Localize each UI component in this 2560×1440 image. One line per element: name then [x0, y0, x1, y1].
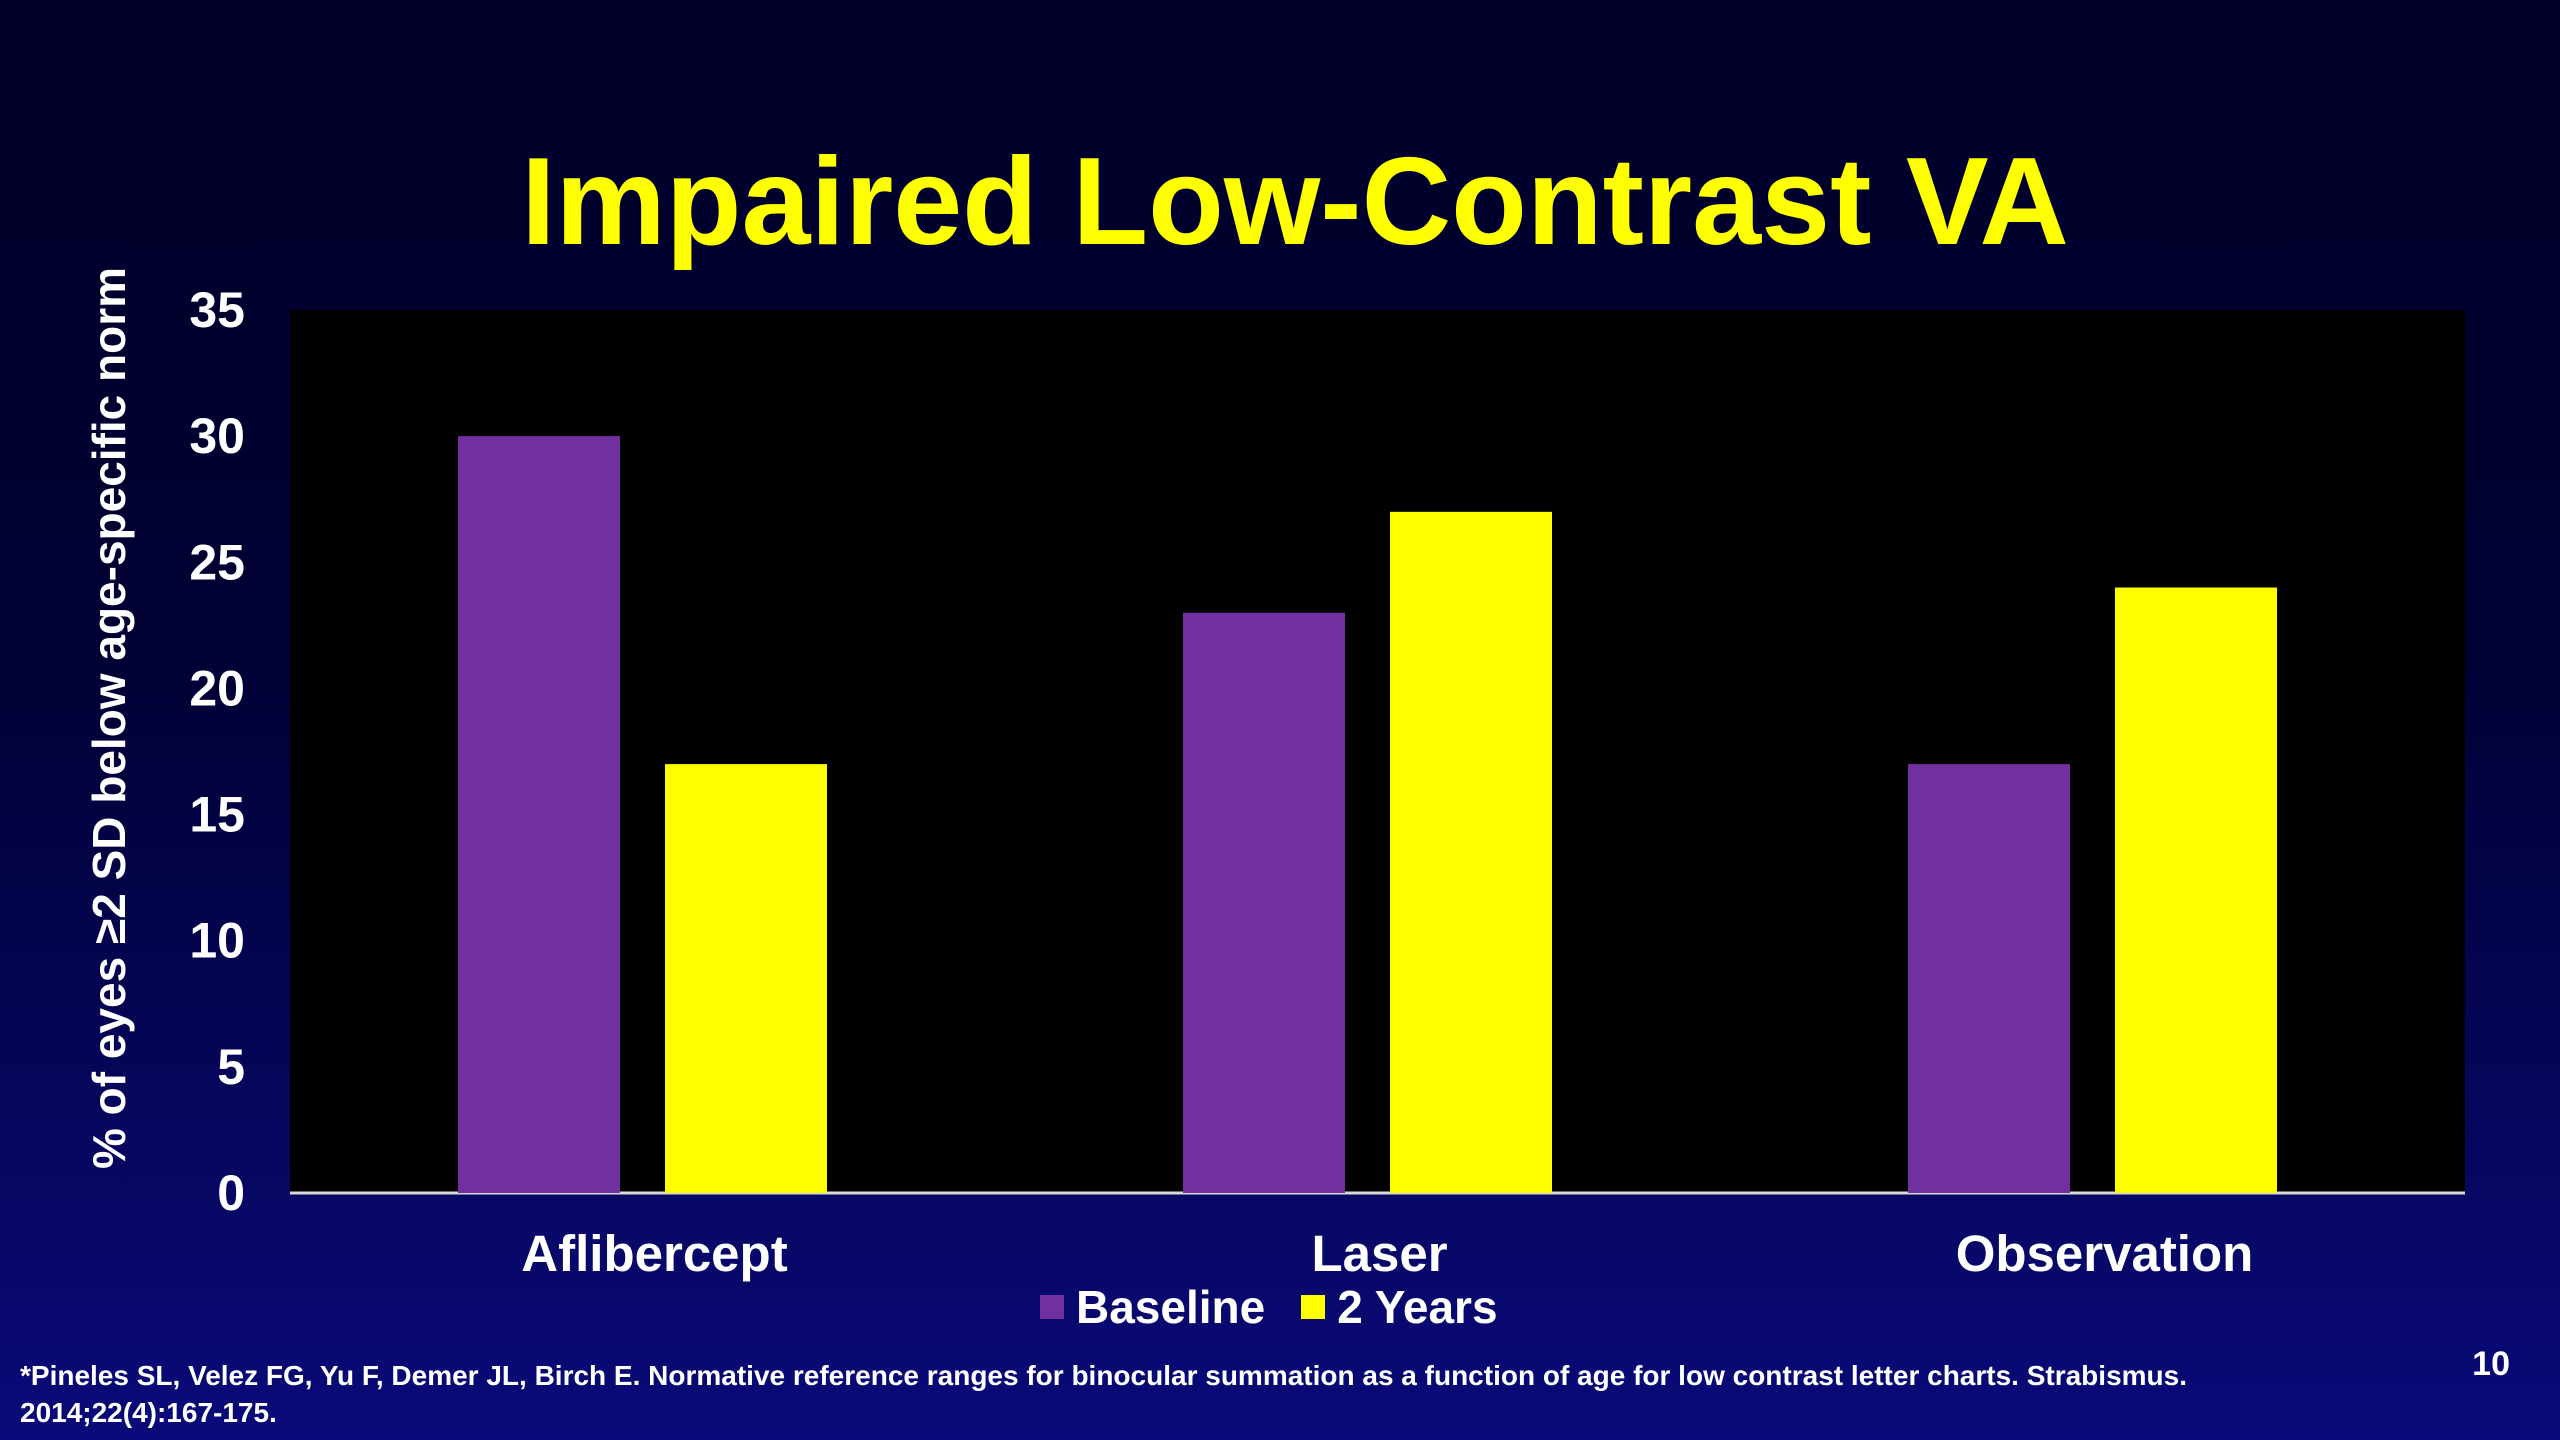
legend: Baseline 2 Years: [1040, 1280, 1534, 1334]
bar-2-years-aflibercept: [665, 764, 827, 1193]
citation-footnote: *Pineles SL, Velez FG, Yu F, Demer JL, B…: [20, 1360, 2187, 1428]
legend-swatch-baseline: [1040, 1295, 1064, 1319]
bar-baseline-laser: [1183, 612, 1345, 1193]
slide-title: Impaired Low-Contrast VA: [521, 133, 2069, 271]
bars-layer: [458, 436, 2277, 1194]
legend-swatch-2-years: [1301, 1295, 1326, 1319]
legend-label-2-years: 2 Years: [1337, 1281, 1498, 1333]
plot-area: [290, 310, 2465, 1192]
y-tick-label-15: 15: [189, 787, 245, 843]
bar-baseline-observation: [1908, 764, 2070, 1193]
y-tick-label-10: 10: [189, 913, 245, 969]
bar-2-years-observation: [2115, 587, 2277, 1193]
bar-2-years-laser: [1390, 511, 1552, 1193]
bar-baseline-aflibercept: [458, 436, 620, 1194]
y-axis-title: % of eyes ≥2 SD below age-specific norm: [83, 267, 135, 1169]
y-tick-labels: 0 5 10 15 20 25 30 35: [189, 282, 245, 1221]
category-labels: Aflibercept Laser Observation: [521, 1225, 2253, 1282]
y-tick-label-20: 20: [189, 660, 245, 716]
category-label-aflibercept: Aflibercept: [521, 1225, 787, 1282]
legend-label-baseline: Baseline: [1076, 1281, 1266, 1333]
category-label-laser: Laser: [1311, 1225, 1447, 1282]
y-tick-label-25: 25: [189, 534, 245, 590]
y-tick-label-0: 0: [217, 1165, 245, 1221]
legend-item-2-years: 2 Years: [1301, 1280, 1498, 1334]
page-number: 10: [2472, 1345, 2510, 1383]
y-tick-label-35: 35: [189, 282, 245, 338]
y-tick-label-30: 30: [189, 408, 245, 464]
y-tick-label-5: 5: [217, 1039, 245, 1095]
category-label-observation: Observation: [1956, 1225, 2254, 1282]
legend-item-baseline: Baseline: [1040, 1280, 1265, 1334]
